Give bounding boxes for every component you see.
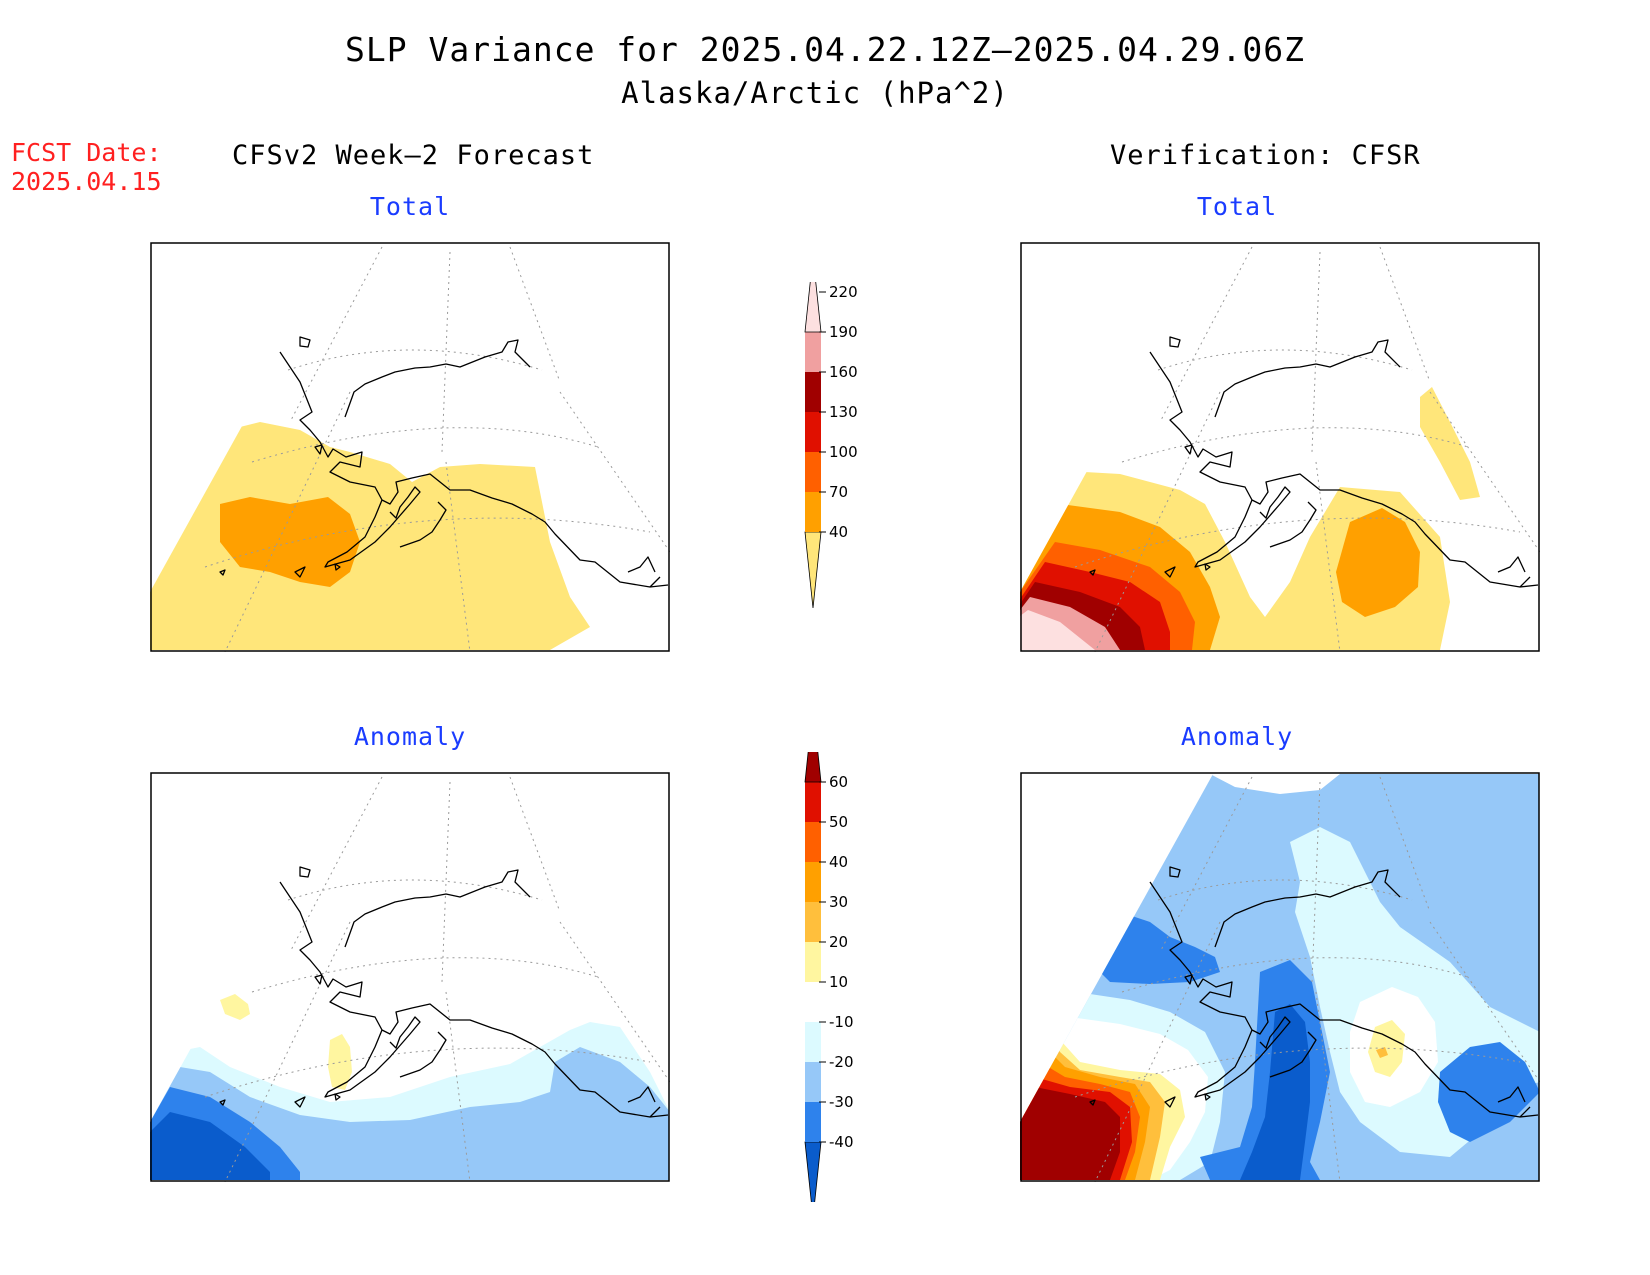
legend-anomaly-tick-label: 60 [829,773,849,791]
contour-fill-below-minus40 [1240,1004,1310,1180]
legend-total-swatch-4 [805,372,821,412]
legend-total-colorbar [804,282,826,609]
forecast-date-label: FCST Date: [11,138,162,167]
legend-anomaly-swatch-2 [805,1062,821,1102]
legend-total-tick-label: 190 [829,323,858,341]
legend-anomaly: -40 -30 -20 -10 10 20 30 40 50 60 [800,752,880,1202]
contour-fill-70-100-east [1336,508,1420,617]
legend-total-tick-label: 100 [829,443,858,461]
contour-fill-minus40-minus30-c [1438,1042,1539,1142]
legend-anomaly-tick-label: 50 [829,813,849,831]
contour-fill-10-20-a [220,994,250,1020]
legend-anomaly-swatch-1 [805,1102,821,1142]
forecast-anomaly-title: Anomaly [353,722,467,751]
legend-total-swatch-3 [805,412,821,452]
column-heading-verification: Verification: CFSR [1110,140,1421,171]
contour-fill-below-minus40 [150,1112,270,1180]
legend-anomaly-swatch-0 [804,1141,822,1202]
contour-fill-60-plus-west [1020,1087,1120,1180]
contour-fill-40-70-north [1420,387,1480,500]
legend-anomaly-tick-label: -40 [829,1133,854,1151]
contour-fill-220-plus [1020,610,1095,650]
contour-fill-minus10-10-north [1210,774,1340,794]
contour-fill-70-100 [220,497,360,587]
forecast-total-title: Total [369,192,451,221]
column-heading-forecast: CFSv2 Week–2 Forecast [232,140,595,171]
legend-anomaly-swatch-10 [804,752,822,783]
forecast-date-value: 2025.04.15 [11,167,162,196]
chart-title: SLP Variance for 2025.04.22.12Z–2025.04.… [345,30,1305,69]
map-verification-anomaly [1020,772,1540,1182]
legend-total-swatch-0 [804,531,822,609]
forecast-date: FCST Date: 2025.04.15 [11,138,162,196]
legend-anomaly-tick-label: 30 [829,893,849,911]
verif-anomaly-title: Anomaly [1180,722,1294,751]
map-forecast-anomaly [150,772,670,1182]
legend-anomaly-swatch-8 [805,822,821,862]
legend-total-swatch-5 [805,332,821,372]
contour-fill-minus30-minus20 [150,1047,669,1180]
legend-anomaly-tick-label: -20 [829,1053,854,1071]
contour-fill-40-70 [150,422,590,650]
map-verification-total [1020,242,1540,652]
chart-subtitle: Alaska/Arctic (hPa^2) [621,76,1009,110]
contour-fill-20-30 [1376,1047,1388,1058]
legend-anomaly-tick-label: 40 [829,853,849,871]
map-forecast-total [150,242,670,652]
legend-anomaly-swatch-5 [805,942,821,982]
legend-total: 40 70 100 130 160 190 220 [800,282,880,612]
legend-anomaly-swatch-4 [805,982,821,1022]
legend-anomaly-swatch-3 [805,1022,821,1062]
legend-anomaly-tick-label: -10 [829,1013,854,1031]
legend-total-swatch-2 [805,452,821,492]
legend-total-swatch-6 [804,282,822,333]
legend-anomaly-swatch-6 [805,902,821,942]
legend-total-tick-label: 220 [829,283,858,301]
legend-total-tick-label: 160 [829,363,858,381]
contour-fill-10-20 [1368,1020,1405,1077]
legend-anomaly-tick-label: 10 [829,973,849,991]
legend-anomaly-colorbar [804,752,826,1202]
legend-total-tick-label: 40 [829,523,849,541]
legend-total-tick-label: 130 [829,403,858,421]
legend-total-tick-label: 70 [829,483,849,501]
legend-total-swatch-1 [805,492,821,532]
legend-anomaly-swatch-7 [805,862,821,902]
verif-total-title: Total [1196,192,1278,221]
legend-anomaly-tick-label: 20 [829,933,849,951]
legend-anomaly-swatch-9 [805,782,821,822]
legend-anomaly-tick-label: -30 [829,1093,854,1111]
